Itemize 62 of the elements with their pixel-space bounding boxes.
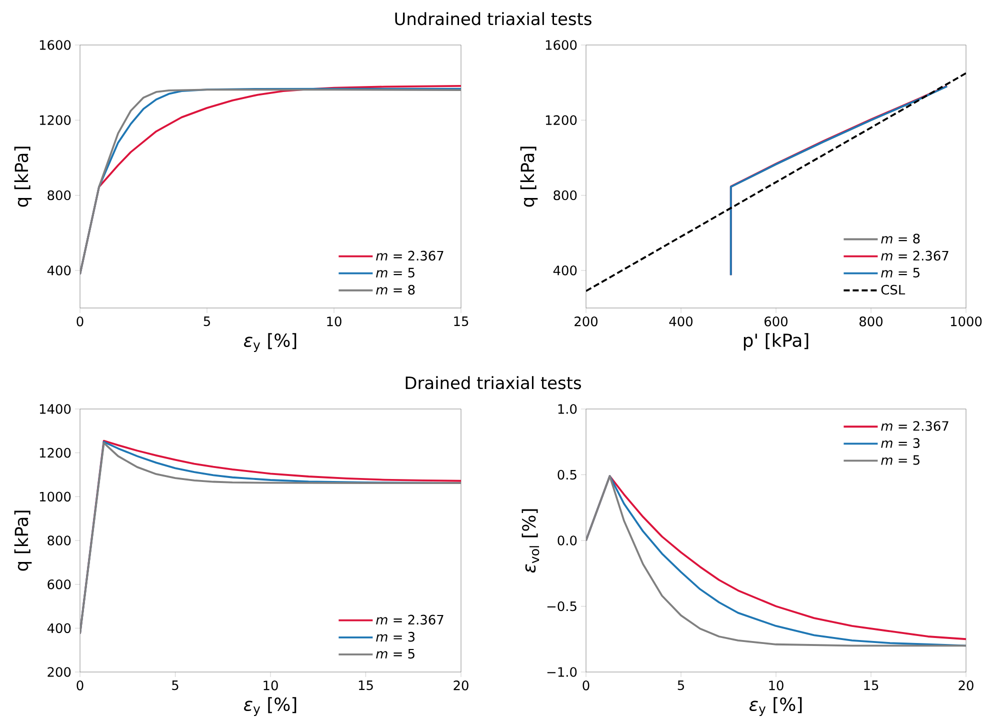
x-tick-label: 10: [327, 316, 342, 326]
x-tick-label: 15: [358, 680, 373, 690]
y-axis-title: q [kPa]: [14, 146, 32, 207]
y-tick-label: 400: [553, 266, 577, 276]
y-tick-label: 1200: [40, 115, 71, 126]
x-axis-title: ε$_{y}$ [%]: [244, 697, 296, 716]
y-tick-label: 1200: [40, 448, 71, 458]
chart-title: Undrained triaxial tests: [395, 12, 592, 26]
y-tick-label: 1000: [40, 492, 71, 502]
y-tick-label: 800: [48, 190, 71, 200]
y-tick-label: 1600: [546, 40, 577, 50]
y-tick-label: 0.5: [558, 470, 576, 480]
x-tick-label: 5: [172, 680, 178, 690]
x-tick-label: 600: [764, 316, 788, 326]
x-axis-title: p' [kPa]: [744, 333, 808, 351]
y-tick-label: 400: [47, 266, 71, 276]
x-tick-label: 0: [76, 680, 84, 690]
y-tick-label: 400: [47, 623, 71, 634]
x-tick-label: 400: [669, 316, 692, 326]
legend-label: CSL: [881, 284, 906, 295]
x-tick-label: 0: [582, 680, 590, 690]
legend-label: m = 5: [881, 455, 920, 465]
legend-label: m = 2.367: [881, 250, 948, 261]
x-tick-label: 5: [204, 316, 210, 326]
y-tick-label: −0.5: [547, 601, 576, 612]
x-tick-label: 0: [76, 316, 84, 326]
y-tick-label: 0.0: [558, 536, 577, 546]
x-tick-label: 1000: [950, 316, 982, 326]
y-axis-title: ε$_{vol}$ [%]: [522, 509, 540, 573]
legend-label: m = 3: [376, 632, 415, 642]
y-axis-title: q [kPa]: [520, 146, 538, 207]
legend-label: m = 3: [881, 438, 920, 448]
x-axis-title: ε$_{y}$ [%]: [244, 333, 296, 352]
y-tick-label: 1.0: [558, 404, 577, 414]
y-tick-label: 600: [48, 579, 71, 590]
y-tick-label: 1400: [40, 404, 71, 414]
legend-label: m = 8: [376, 284, 415, 295]
legend-label: m = 5: [881, 268, 920, 278]
legend-label: m = 8: [881, 234, 920, 244]
legend-label: m = 5: [376, 648, 414, 659]
legend-label: m = 5: [376, 268, 414, 278]
legend-label: m = 2.367: [376, 250, 444, 261]
x-tick-label: 15: [864, 680, 878, 690]
y-tick-label: 1200: [546, 115, 577, 126]
x-tick-label: 20: [958, 680, 974, 690]
y-tick-label: −1.0: [547, 667, 577, 677]
legend-label: m = 2.367: [881, 421, 948, 431]
y-tick-label: 1600: [40, 40, 71, 50]
x-tick-label: 10: [264, 680, 278, 690]
x-tick-label: 200: [574, 316, 598, 326]
chart-title: Drained triaxial tests: [406, 376, 581, 390]
x-tick-label: 800: [860, 316, 882, 326]
y-tick-label: 200: [48, 667, 71, 677]
legend-label: m = 2.367: [376, 614, 444, 625]
x-tick-label: 10: [769, 680, 784, 690]
y-tick-label: 800: [48, 536, 71, 546]
x-tick-label: 20: [454, 680, 468, 690]
x-axis-title: ε$_{y}$ [%]: [750, 697, 802, 716]
x-tick-label: 15: [454, 316, 468, 326]
y-tick-label: 800: [554, 190, 577, 200]
x-tick-label: 5: [678, 680, 684, 690]
y-axis-title: q [kPa]: [14, 510, 32, 571]
